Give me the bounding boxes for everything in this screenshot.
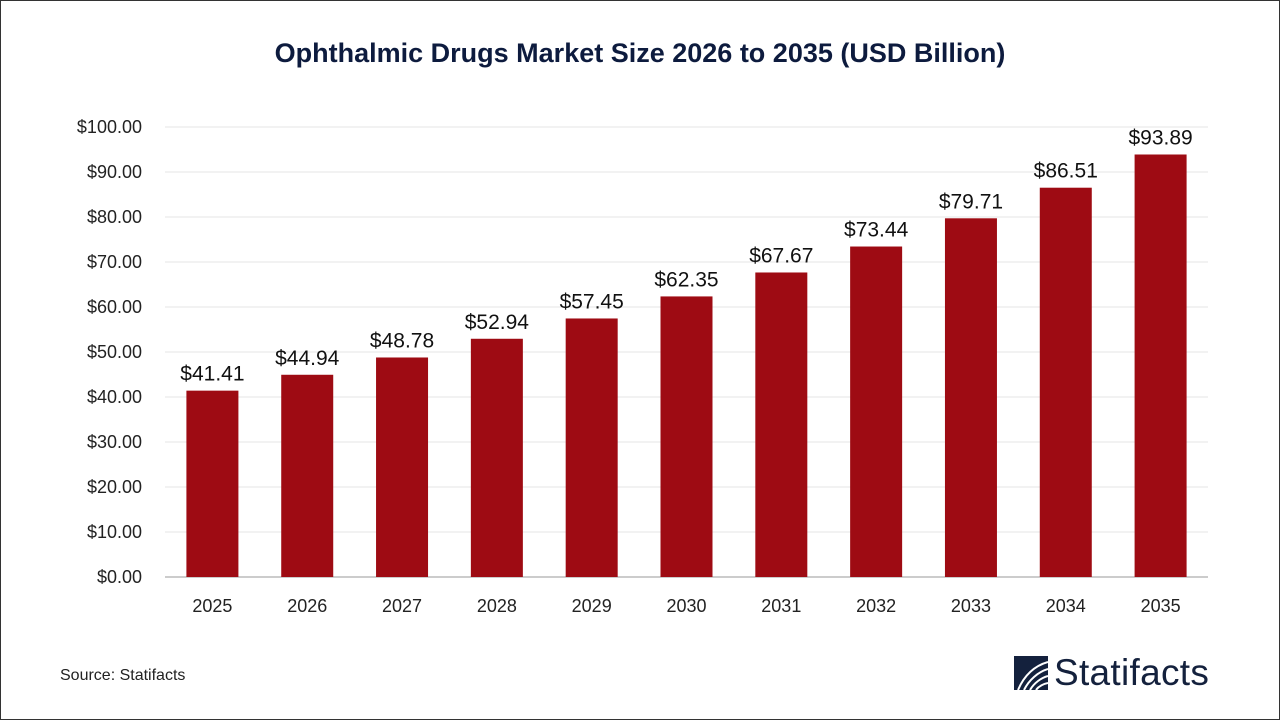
bar bbox=[281, 374, 334, 577]
y-tick-label: $70.00 bbox=[87, 252, 142, 272]
data-label: $52.94 bbox=[465, 311, 530, 334]
x-tick-label: 2032 bbox=[856, 596, 896, 616]
y-tick-label: $10.00 bbox=[87, 522, 142, 542]
x-tick-label: 2025 bbox=[192, 596, 232, 616]
data-label: $62.35 bbox=[654, 268, 718, 291]
x-tick-label: 2029 bbox=[572, 596, 612, 616]
y-tick-label: $0.00 bbox=[97, 567, 142, 587]
y-tick-label: $20.00 bbox=[87, 477, 142, 497]
bar bbox=[755, 272, 808, 577]
data-label: $93.89 bbox=[1128, 126, 1192, 149]
bar bbox=[1134, 154, 1187, 577]
x-tick-label: 2026 bbox=[287, 596, 327, 616]
bar bbox=[1039, 187, 1092, 577]
bar bbox=[186, 390, 239, 577]
x-tick-label: 2034 bbox=[1046, 596, 1086, 616]
logo-text: Statifacts bbox=[1054, 652, 1210, 693]
source-note: Source: Statifacts bbox=[60, 667, 186, 684]
y-tick-label: $80.00 bbox=[87, 207, 142, 227]
statifacts-logo: Statifacts bbox=[1014, 652, 1209, 694]
chart-title: Ophthalmic Drugs Market Size 2026 to 203… bbox=[274, 38, 1006, 68]
x-tick-label: 2033 bbox=[951, 596, 991, 616]
data-label: $67.67 bbox=[749, 244, 813, 267]
data-label: $86.51 bbox=[1034, 160, 1098, 183]
bar bbox=[944, 218, 997, 577]
y-tick-label: $40.00 bbox=[87, 387, 142, 407]
y-tick-label: $50.00 bbox=[87, 342, 142, 362]
y-tick-label: $90.00 bbox=[87, 162, 142, 182]
bar bbox=[470, 338, 523, 577]
x-tick-label: 2027 bbox=[382, 596, 422, 616]
x-tick-label: 2035 bbox=[1141, 596, 1181, 616]
data-label: $44.94 bbox=[275, 347, 340, 370]
data-label: $79.71 bbox=[939, 190, 1003, 213]
data-label: $41.41 bbox=[180, 363, 244, 386]
data-label: $57.45 bbox=[560, 290, 624, 313]
bar bbox=[376, 357, 429, 577]
y-tick-label: $60.00 bbox=[87, 297, 142, 317]
data-label: $73.44 bbox=[844, 219, 909, 242]
x-tick-label: 2030 bbox=[666, 596, 706, 616]
x-tick-label: 2031 bbox=[761, 596, 801, 616]
bar bbox=[660, 296, 713, 577]
bar bbox=[565, 318, 618, 577]
y-tick-label: $30.00 bbox=[87, 432, 142, 452]
bar bbox=[850, 246, 903, 577]
statifacts-logo-icon bbox=[1014, 656, 1048, 690]
x-tick-label: 2028 bbox=[477, 596, 517, 616]
y-tick-label: $100.00 bbox=[77, 117, 142, 137]
data-label: $48.78 bbox=[370, 329, 434, 352]
